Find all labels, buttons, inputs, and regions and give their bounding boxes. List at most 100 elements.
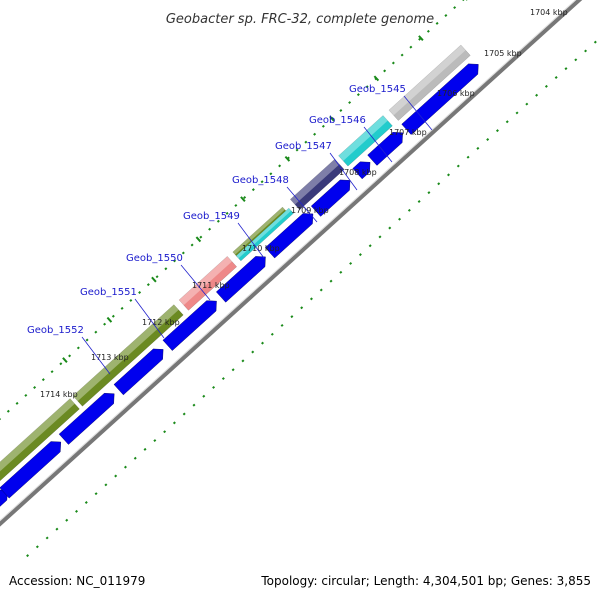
gene-label-leader xyxy=(134,298,165,339)
cds-arrow xyxy=(113,348,164,396)
outer-tick xyxy=(202,394,206,398)
outer-tick xyxy=(35,545,39,549)
inner-tick xyxy=(321,124,325,128)
inner-tick xyxy=(41,378,45,382)
backbone-highlight xyxy=(0,0,577,522)
outer-tick xyxy=(241,359,245,363)
outer-tick xyxy=(378,235,382,239)
gene-bar xyxy=(289,158,345,211)
inner-tick xyxy=(304,140,308,144)
gene-track xyxy=(0,44,471,482)
inner-tick xyxy=(208,227,212,231)
inner-tick xyxy=(225,211,229,215)
major-tick xyxy=(329,115,335,122)
inner-tick xyxy=(216,219,220,223)
kbp-label: 1712 kbp xyxy=(142,318,180,327)
outer-tick xyxy=(495,129,499,133)
major-tick xyxy=(151,276,157,283)
inner-tick xyxy=(68,354,72,358)
inner-tick xyxy=(111,314,115,318)
outer-tick xyxy=(407,208,411,212)
major-tick xyxy=(240,196,246,202)
inner-tick xyxy=(339,108,343,112)
outer-tick xyxy=(398,217,402,221)
kbp-label: 1711 kbp xyxy=(192,281,230,290)
outer-tick xyxy=(104,483,108,487)
gene-bar-shine xyxy=(236,208,292,259)
gene-label-leader xyxy=(237,222,265,259)
inner-tick xyxy=(444,14,448,17)
inner-tick xyxy=(155,275,159,279)
outer-tick xyxy=(417,199,421,203)
inner-tick xyxy=(391,61,395,65)
gene-label: Geob_1551 xyxy=(80,287,137,298)
kbp-label: 1704 kbp xyxy=(530,8,568,17)
kbp-label: 1714 kbp xyxy=(40,390,78,399)
inner-tick xyxy=(173,259,177,263)
outer-tick xyxy=(388,226,392,230)
outer-tick xyxy=(447,173,450,177)
major-tick xyxy=(195,236,202,243)
gene-label: Geob_1549 xyxy=(183,211,240,222)
inner-tick xyxy=(120,306,124,310)
inner-tick xyxy=(24,393,28,397)
inner-tick xyxy=(85,338,89,342)
outer-tick xyxy=(163,430,167,434)
outer-tick xyxy=(212,385,216,389)
outer-tick xyxy=(133,456,137,460)
kbp-label: 1713 kbp xyxy=(91,353,129,362)
gene-bar xyxy=(178,256,238,311)
inner-tick xyxy=(435,21,439,25)
backbone-line xyxy=(0,0,583,527)
outer-tick xyxy=(221,377,225,381)
outer-tick xyxy=(123,465,127,469)
kbp-label: 1710 kbp xyxy=(242,244,280,253)
inner-tick xyxy=(356,93,360,97)
gene-label-leader xyxy=(180,264,211,301)
outer-tick xyxy=(339,270,343,274)
gene-bar-shine xyxy=(290,159,340,205)
inner-tick xyxy=(190,243,194,247)
outer-tick xyxy=(515,111,519,115)
outer-tick xyxy=(84,501,88,505)
outer-tick xyxy=(319,288,323,292)
outer-tick xyxy=(143,447,147,451)
inner-tick xyxy=(59,362,63,366)
outer-tick xyxy=(564,67,568,71)
map-title: Geobacter sp. FRC-32, complete genome xyxy=(166,12,434,27)
inner-tick xyxy=(348,101,352,105)
cds-arrow xyxy=(310,179,351,217)
inner-tick xyxy=(129,298,133,302)
outer-tick xyxy=(290,315,294,319)
cds-arrow xyxy=(264,213,314,259)
inner-tick xyxy=(94,330,98,334)
outer-tick xyxy=(153,439,157,443)
cds-arrow xyxy=(0,441,62,499)
kbp-label: 1705 kbp xyxy=(484,49,522,58)
outer-tick xyxy=(593,40,597,44)
major-tick xyxy=(418,35,424,41)
outer-tick xyxy=(437,182,441,186)
outer-tick xyxy=(75,509,79,513)
inner-tick xyxy=(146,283,150,287)
kbp-label: 1706 kbp xyxy=(437,89,475,98)
outer-tick xyxy=(456,164,460,168)
outer-tick xyxy=(280,323,284,327)
gene-bar xyxy=(388,44,471,121)
inner-tick xyxy=(400,53,404,57)
cds-arrow xyxy=(352,161,371,180)
gene-bar xyxy=(72,304,184,407)
kbp-label: 1709 kbp xyxy=(291,206,329,215)
outer-tick xyxy=(26,554,30,558)
outer-tick xyxy=(584,49,588,53)
outer-tick xyxy=(251,350,255,354)
outer-tick xyxy=(114,474,118,478)
outer-tick xyxy=(94,492,98,496)
gene-bar xyxy=(0,398,80,482)
outer-tick xyxy=(300,306,304,310)
inner-tick xyxy=(138,291,142,295)
inner-tick xyxy=(260,180,264,184)
outer-tick xyxy=(574,58,578,62)
